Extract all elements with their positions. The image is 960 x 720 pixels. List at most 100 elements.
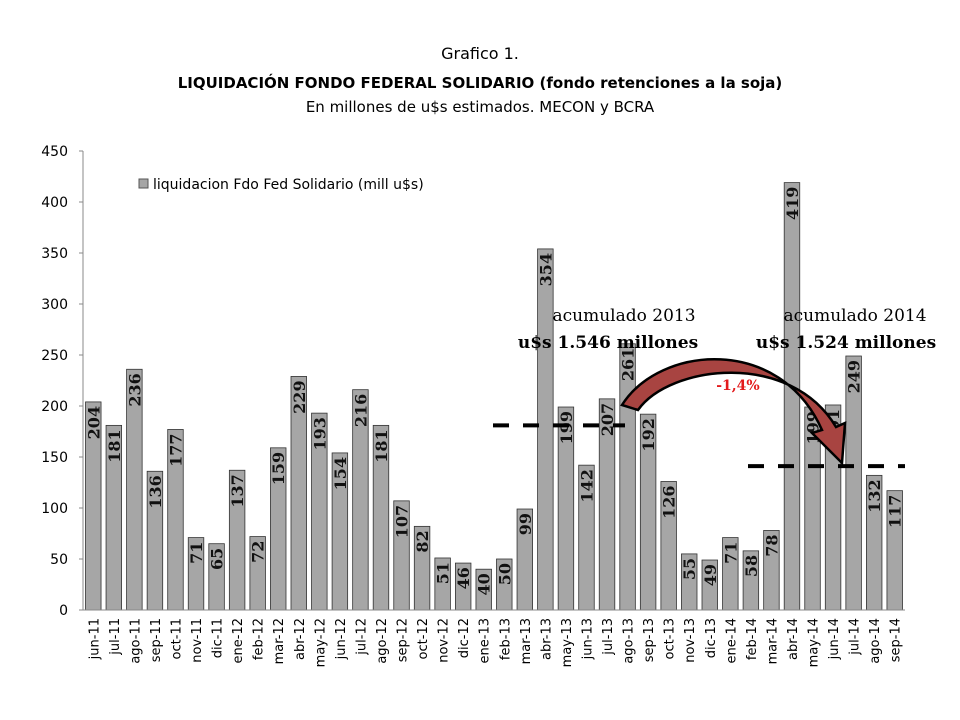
legend-swatch <box>138 178 149 189</box>
y-tick-label: 400 <box>41 195 68 211</box>
x-tick-label: ene-12 <box>231 618 246 663</box>
data-label: 117 <box>886 495 905 528</box>
y-tick-label: 200 <box>41 399 68 415</box>
x-tick-label: sep-11 <box>149 618 164 662</box>
data-label: 65 <box>208 548 227 570</box>
x-tick-label: may-12 <box>313 618 328 667</box>
x-tick-label: jul-11 <box>108 618 123 656</box>
data-label: 354 <box>536 253 555 286</box>
data-label: 261 <box>619 348 638 381</box>
data-label: 154 <box>331 457 350 490</box>
data-label: 72 <box>249 541 268 563</box>
legend: liquidacion Fdo Fed Solidario (mill u$s) <box>138 177 424 193</box>
chart-subtitle: LIQUIDACIÓN FONDO FEDERAL SOLIDARIO (fon… <box>177 74 783 92</box>
data-label: 136 <box>146 475 165 508</box>
data-label: 58 <box>742 555 761 577</box>
x-tick-label: sep-14 <box>889 618 904 662</box>
x-tick-label: jul-13 <box>601 618 616 656</box>
data-label: 55 <box>680 558 699 580</box>
chart-subtitle-2: En millones de u$s estimados. MECON y BC… <box>305 98 655 116</box>
data-label: 49 <box>701 564 720 586</box>
x-tick-label: sep-12 <box>396 618 411 662</box>
data-label: 199 <box>557 411 576 444</box>
y-tick-label: 50 <box>50 552 68 568</box>
data-label: 419 <box>783 187 802 220</box>
data-label: 249 <box>845 360 864 393</box>
data-label: 181 <box>372 429 391 462</box>
bar-ago-13 <box>619 343 636 611</box>
data-label: 107 <box>393 505 412 538</box>
x-tick-label: ene-14 <box>724 618 739 663</box>
x-tick-label: mar-13 <box>519 618 534 664</box>
x-tick-label: ago-13 <box>622 618 637 664</box>
x-tick-label: may-14 <box>807 618 822 667</box>
data-label: 50 <box>495 563 514 585</box>
x-tick-label: jun-13 <box>580 618 595 660</box>
data-label: 177 <box>166 433 185 466</box>
acum-2014-label: acumulado 2014 <box>783 306 926 326</box>
data-label: 78 <box>762 534 781 556</box>
data-label: 82 <box>413 530 432 552</box>
chart-title: Grafico 1. <box>441 44 519 63</box>
data-label: 181 <box>105 429 124 462</box>
y-tick-label: 250 <box>41 348 68 364</box>
x-tick-label: nov-12 <box>437 618 452 663</box>
x-tick-label: abr-13 <box>539 618 554 660</box>
x-tick-label: jun-14 <box>827 618 842 660</box>
y-tick-label: 350 <box>41 246 68 262</box>
legend-label: liquidacion Fdo Fed Solidario (mill u$s) <box>153 177 424 193</box>
data-label: 71 <box>721 542 740 564</box>
x-tick-label: nov-13 <box>683 618 698 663</box>
data-label: 137 <box>228 474 247 507</box>
x-tick-label: ago-12 <box>375 618 390 664</box>
x-tick-label: jun-12 <box>334 618 349 660</box>
x-tick-label: jul-12 <box>354 618 369 656</box>
x-tick-label: may-13 <box>560 618 575 667</box>
data-label: 142 <box>577 469 596 502</box>
x-tick-label: sep-13 <box>642 618 657 662</box>
data-label: 51 <box>434 562 453 584</box>
x-tick-label: feb-12 <box>252 618 267 660</box>
x-tick-label: abr-12 <box>293 618 308 660</box>
x-tick-label: jun-11 <box>87 618 102 660</box>
data-label: 207 <box>598 403 617 436</box>
x-tick-label: mar-12 <box>272 618 287 664</box>
x-tick-label: ago-11 <box>128 618 143 664</box>
arrow-icon <box>620 358 847 466</box>
bar-abr-13 <box>537 248 554 611</box>
x-tick-label: mar-14 <box>765 618 780 664</box>
y-tick-label: 450 <box>41 144 68 160</box>
x-tick-label: oct-13 <box>663 618 678 659</box>
x-tick-label: feb-13 <box>498 618 513 660</box>
x-tick-label: jul-14 <box>848 618 863 656</box>
y-tick-label: 150 <box>41 450 68 466</box>
data-label: 132 <box>865 479 884 512</box>
data-label: 193 <box>310 417 329 450</box>
x-tick-label: feb-14 <box>745 618 760 660</box>
y-tick-label: 0 <box>59 603 68 619</box>
x-tick-label: dic-13 <box>704 618 719 658</box>
x-tick-label: abr-14 <box>786 618 801 660</box>
x-tick-label: nov-11 <box>190 618 205 663</box>
y-tick-label: 100 <box>41 501 68 517</box>
x-tick-label: ene-13 <box>478 618 493 663</box>
x-tick-label: dic-11 <box>211 618 226 658</box>
change-label: -1,4% <box>716 378 759 394</box>
data-label: 204 <box>84 406 103 439</box>
data-label: 236 <box>125 373 144 406</box>
data-label: 216 <box>351 394 370 427</box>
x-tick-label: ago-14 <box>868 618 883 664</box>
bar-abr-14 <box>783 182 801 611</box>
acum-2013-label: acumulado 2013 <box>552 306 695 326</box>
x-tick-label: dic-12 <box>457 618 472 658</box>
data-label: 126 <box>660 485 679 518</box>
x-tick-label: oct-12 <box>416 618 431 659</box>
data-label: 229 <box>290 380 309 413</box>
data-label: 192 <box>639 418 658 451</box>
data-label: 71 <box>187 542 206 564</box>
data-label: 40 <box>475 573 494 595</box>
x-tick-label: oct-11 <box>169 618 184 659</box>
y-tick-label: 300 <box>41 297 68 313</box>
